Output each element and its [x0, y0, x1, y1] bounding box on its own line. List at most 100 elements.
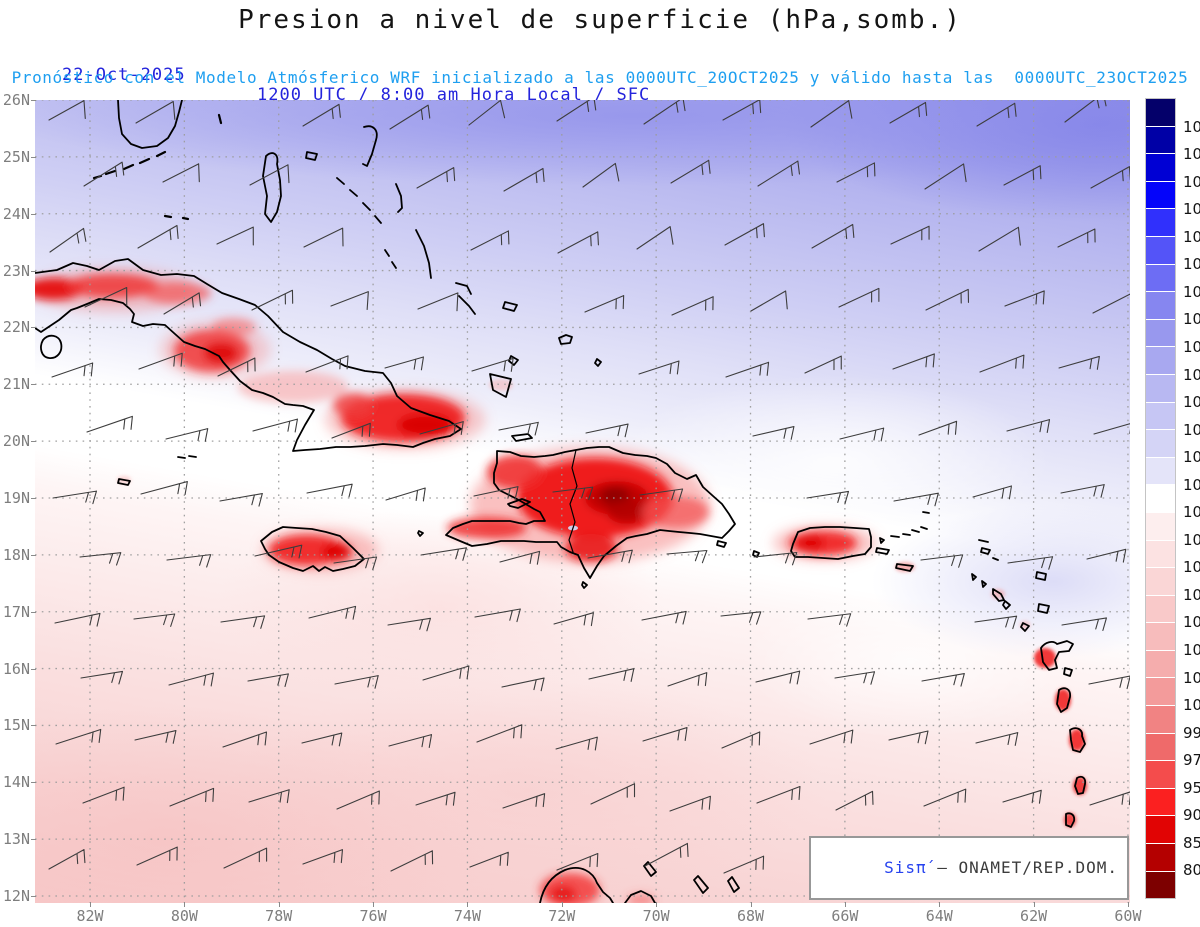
wind-barb [140, 481, 188, 495]
colorbar-tick-label: 900 [1183, 806, 1200, 825]
wind-barb [582, 162, 620, 188]
lat-tick [31, 782, 36, 784]
coastline-bahamas [262, 125, 602, 398]
wind-barb [137, 224, 179, 249]
lon-label: 64W [925, 907, 953, 925]
wind-barb [590, 783, 636, 805]
colorbar-tick-label: 1008 [1183, 585, 1200, 604]
wind-barb [331, 422, 371, 439]
wind-barb [333, 556, 378, 571]
wind-barb [1093, 420, 1130, 435]
wind-barb [169, 787, 215, 807]
lat-label: 20N [2, 432, 30, 451]
colorbar-segment [1146, 761, 1175, 789]
lon-label: 68W [736, 907, 765, 925]
wind-barb [54, 612, 101, 627]
wind-barb [80, 670, 124, 685]
wind-barb [302, 103, 341, 127]
wind-barb [1003, 165, 1042, 186]
page-title: Presion a nivel de superficie (hPa,somb.… [238, 5, 962, 35]
wind-barb [587, 549, 633, 564]
wind-barb [557, 231, 599, 254]
wind-barb [889, 101, 928, 124]
wind-barb [809, 729, 854, 745]
low-pressure-cores [35, 274, 857, 903]
coastline-virgin-islands [890, 511, 930, 572]
colorbar-segment [1146, 816, 1175, 845]
wind-barb [52, 490, 98, 505]
lat-label: 12N [2, 886, 30, 905]
wind-barb [835, 790, 874, 811]
colorbar-segment [1146, 347, 1175, 375]
wind-barb [921, 672, 965, 687]
wind-barb [556, 100, 597, 122]
lon-tick [656, 902, 658, 907]
attribution-separator: – [926, 858, 959, 877]
lat-label: 24N [2, 204, 30, 223]
colorbar-segment [1146, 99, 1175, 127]
wind-barb [82, 786, 125, 804]
coastline-puerto-rico [790, 526, 890, 560]
lat-tick [31, 497, 36, 499]
lat-tick [31, 554, 36, 556]
wind-barb [55, 728, 102, 745]
wind-barb [979, 354, 1025, 373]
coastline-cayman-islands [117, 455, 197, 486]
wind-barb [972, 485, 1013, 500]
wind-barb [385, 487, 426, 502]
coastline-south-america [539, 861, 740, 903]
colorbar-tick-label: 1016 [1183, 420, 1200, 439]
wind-barb [303, 227, 344, 248]
wind-barb [807, 613, 852, 627]
wind-barb [419, 421, 464, 436]
wind-barb [1060, 484, 1105, 498]
wind-barb [334, 675, 379, 689]
wind-barb [553, 612, 594, 627]
colorbar-tick-label: 1002 [1183, 668, 1200, 687]
haiti-dr-border [568, 449, 578, 553]
colorbar-tick-label: 1004 [1183, 641, 1200, 660]
wind-barb [476, 724, 523, 743]
lat-label: 14N [2, 773, 30, 792]
wind-barb [168, 672, 214, 687]
coastline-isla-juventud [40, 334, 63, 359]
colorbar-tick-label: 1019 [1183, 337, 1200, 356]
colorbar-segment [1146, 430, 1175, 458]
lon-label: 76W [359, 907, 387, 925]
colorbar-segment [1146, 678, 1175, 707]
wind-barb [305, 355, 349, 373]
colorbar-tick-label: 850 [1183, 833, 1200, 852]
wind-barb [48, 100, 86, 121]
wind-barb [138, 352, 183, 370]
wind-barb [757, 160, 800, 187]
colorbar-segment [1146, 264, 1175, 293]
coastlines-layer [35, 100, 1087, 903]
attribution-brand: Sisπ́ [884, 858, 927, 877]
colorbar-segment [1146, 126, 1175, 155]
colorbar-tick-label: 950 [1183, 778, 1200, 797]
wind-barb [165, 428, 209, 442]
wind-barb [503, 167, 545, 192]
wind-barb [1090, 166, 1130, 189]
wind-barb [556, 852, 599, 871]
lat-label: 19N [2, 488, 30, 507]
colorbar-segment [1146, 154, 1175, 182]
lat-tick [31, 213, 36, 215]
wind-barb [79, 552, 122, 566]
colorbar-segment [1146, 844, 1175, 872]
colorbar-segment [1146, 650, 1175, 679]
colorbar-tick-label: 1035 [1183, 172, 1200, 191]
wind-barb [84, 287, 128, 308]
coastline-hispaniola [445, 446, 736, 579]
wind-barb [217, 357, 256, 377]
wind-barb [136, 846, 178, 866]
colorbar-tick-label: 1015 [1183, 448, 1200, 467]
wind-barb [923, 788, 967, 807]
lat-tick [31, 270, 36, 272]
colorbar-tick-label: 1050 [1183, 117, 1200, 136]
colorbar-tick-label: 1020 [1183, 310, 1200, 329]
lon-tick [844, 902, 846, 907]
colorbar-tick-label: 1018 [1183, 365, 1200, 384]
wind-barb [720, 611, 762, 625]
colorbar-tick-label: 990 [1183, 723, 1200, 742]
